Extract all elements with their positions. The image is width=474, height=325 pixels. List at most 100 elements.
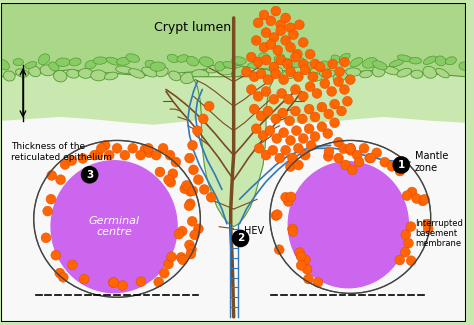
Circle shape [154,277,164,287]
Ellipse shape [331,55,341,62]
Circle shape [269,62,279,72]
Ellipse shape [383,67,400,75]
Circle shape [109,278,118,287]
Circle shape [392,156,410,174]
Ellipse shape [215,62,225,71]
Circle shape [190,230,200,240]
Circle shape [277,88,287,98]
Circle shape [120,150,130,160]
Circle shape [334,77,344,86]
Ellipse shape [411,70,423,78]
Circle shape [298,59,308,69]
Text: 3: 3 [86,170,93,180]
Circle shape [359,143,369,153]
Circle shape [338,144,348,154]
Ellipse shape [69,58,81,66]
Circle shape [158,143,168,153]
Circle shape [184,201,194,211]
Circle shape [286,136,295,145]
Ellipse shape [25,62,36,69]
Circle shape [334,153,344,163]
Circle shape [301,65,310,75]
Circle shape [193,175,203,185]
Circle shape [268,145,278,155]
Ellipse shape [169,71,181,81]
Circle shape [337,106,346,116]
Ellipse shape [129,69,145,78]
Circle shape [310,112,320,122]
Ellipse shape [397,68,411,77]
Circle shape [185,187,195,196]
Circle shape [249,104,259,114]
Ellipse shape [243,72,259,83]
Circle shape [180,184,190,194]
Circle shape [100,140,110,150]
Ellipse shape [104,72,118,80]
Circle shape [291,52,301,62]
Circle shape [151,150,161,160]
Circle shape [298,91,308,101]
Circle shape [176,253,186,262]
Circle shape [401,247,410,257]
Ellipse shape [257,70,271,80]
Circle shape [304,104,314,114]
Circle shape [246,84,256,94]
Circle shape [60,160,70,169]
Circle shape [271,69,281,79]
Circle shape [286,192,296,202]
Circle shape [171,157,181,167]
Circle shape [286,43,295,52]
Ellipse shape [436,69,449,78]
Circle shape [395,255,405,265]
Circle shape [251,35,261,46]
Circle shape [380,157,390,167]
Ellipse shape [293,66,311,74]
Circle shape [178,255,188,265]
Circle shape [167,252,176,262]
Circle shape [403,238,413,248]
Circle shape [276,55,286,65]
Circle shape [200,185,209,194]
Circle shape [293,143,303,153]
Circle shape [189,165,199,175]
Circle shape [423,224,433,234]
Circle shape [313,278,323,287]
Ellipse shape [435,56,446,66]
Ellipse shape [54,71,67,82]
Circle shape [275,153,285,163]
Circle shape [51,250,61,260]
Ellipse shape [206,65,220,73]
Ellipse shape [116,66,132,73]
Ellipse shape [271,67,283,76]
Text: Interrupted
basement
membrane: Interrupted basement membrane [415,219,463,248]
Circle shape [322,69,332,79]
Ellipse shape [446,57,456,65]
Circle shape [47,171,56,180]
Text: 1: 1 [398,160,405,170]
Circle shape [310,132,320,141]
Circle shape [340,160,350,170]
Circle shape [407,187,417,197]
Circle shape [273,46,283,55]
Circle shape [269,32,279,43]
Circle shape [412,194,421,203]
Circle shape [166,177,176,187]
Circle shape [346,143,355,153]
Ellipse shape [423,66,437,78]
Circle shape [324,147,334,157]
Circle shape [281,192,291,202]
Circle shape [288,153,297,163]
Circle shape [274,245,284,254]
Circle shape [317,102,327,112]
Circle shape [278,108,288,118]
Circle shape [387,162,397,171]
Circle shape [192,126,202,136]
Ellipse shape [373,66,385,77]
Circle shape [81,166,99,184]
Circle shape [296,252,306,261]
Circle shape [302,264,312,274]
Circle shape [406,222,416,231]
Circle shape [159,268,169,278]
Circle shape [58,272,68,282]
Ellipse shape [360,71,372,78]
